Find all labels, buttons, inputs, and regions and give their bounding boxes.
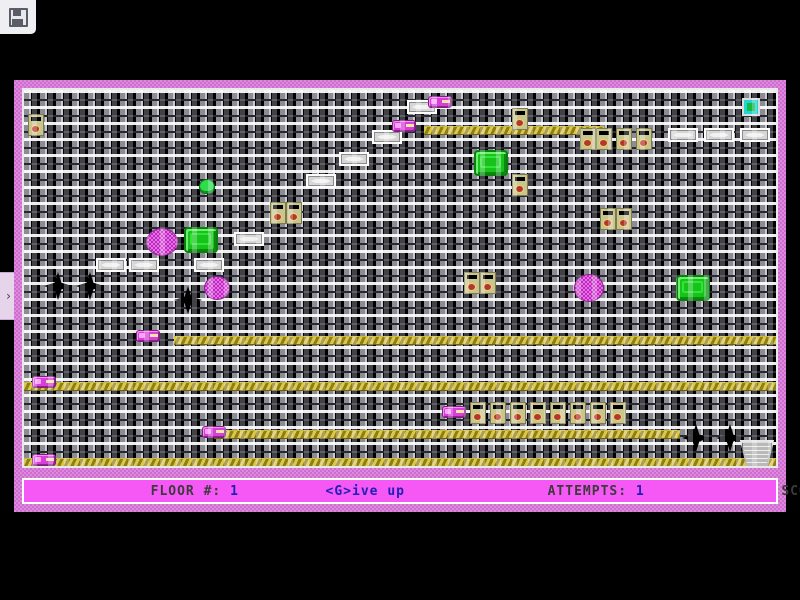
silver-bar[interactable] [129, 258, 159, 272]
save-button[interactable] [8, 7, 28, 27]
status-floor: FLOOR #: 1 [80, 472, 239, 511]
status-score: SCORE: 1091 [711, 472, 800, 511]
crate-item[interactable] [580, 128, 596, 150]
crate-item[interactable] [616, 208, 632, 230]
floor-label: FLOOR #: [150, 483, 222, 499]
game-frame: FLOOR #: 1 <G>ive up ATTEMPTS: 1 SCORE: … [14, 80, 800, 512]
spike-hazard[interactable] [682, 424, 710, 452]
crate-item[interactable] [590, 402, 606, 424]
give-up-action[interactable]: <G>ive up [255, 472, 405, 511]
green-gem[interactable] [474, 150, 508, 176]
playfield[interactable] [24, 90, 776, 466]
vehicle[interactable] [428, 96, 452, 108]
silver-bar[interactable] [740, 128, 770, 142]
crate-item[interactable] [470, 402, 486, 424]
floppy-label-icon [11, 18, 23, 26]
crate-item[interactable] [570, 402, 586, 424]
key-item[interactable] [742, 98, 760, 116]
floor-value: 1 [230, 483, 239, 499]
silver-bar[interactable] [194, 258, 224, 272]
crate-item[interactable] [512, 108, 528, 130]
vehicle[interactable] [32, 376, 56, 388]
toolbar [0, 0, 36, 34]
green-gem[interactable] [676, 275, 710, 301]
status-attempts: ATTEMPTS: 1 [477, 472, 645, 511]
silver-bar[interactable] [704, 128, 734, 142]
rope-rail[interactable] [174, 336, 776, 345]
attempts-value: 1 [635, 483, 645, 499]
player-sprite[interactable] [200, 180, 214, 193]
crate-item[interactable] [510, 402, 526, 424]
rope-rail[interactable] [214, 430, 680, 439]
rope-rail[interactable] [24, 382, 776, 391]
vehicle[interactable] [32, 454, 56, 466]
basket-slats [742, 442, 772, 466]
green-gem[interactable] [184, 227, 218, 253]
rope-rail[interactable] [24, 458, 776, 466]
crate-item[interactable] [512, 174, 528, 196]
crate-item[interactable] [616, 128, 632, 150]
status-bar: FLOOR #: 1 <G>ive up ATTEMPTS: 1 SCORE: … [22, 478, 800, 504]
spike-hazard[interactable] [716, 424, 744, 452]
game-viewport[interactable] [22, 88, 778, 468]
silver-bar[interactable] [668, 128, 698, 142]
magenta-ball[interactable] [204, 276, 230, 300]
give-up-key: <G> [325, 483, 353, 499]
crate-item[interactable] [480, 272, 496, 294]
crate-item[interactable] [596, 128, 612, 150]
spike-hazard[interactable] [44, 272, 72, 300]
crate-item[interactable] [636, 128, 652, 150]
vehicle[interactable] [136, 330, 160, 342]
crate-item[interactable] [600, 208, 616, 230]
silver-bar[interactable] [372, 130, 402, 144]
spike-hazard[interactable] [174, 286, 202, 314]
crate-item[interactable] [464, 272, 480, 294]
crate-item[interactable] [490, 402, 506, 424]
chevron-right-icon: › [6, 289, 11, 303]
crate-item[interactable] [270, 202, 286, 224]
floppy-shutter-icon [12, 8, 21, 16]
silver-bar[interactable] [339, 152, 369, 166]
crate-item[interactable] [550, 402, 566, 424]
crate-item[interactable] [286, 202, 302, 224]
vehicle[interactable] [202, 426, 226, 438]
silver-bar[interactable] [306, 174, 336, 188]
magenta-ball[interactable] [574, 274, 604, 302]
spike-hazard[interactable] [76, 272, 104, 300]
vehicle[interactable] [442, 406, 466, 418]
vehicle[interactable] [392, 120, 416, 132]
give-up-text: ive up [352, 483, 405, 499]
crate-item[interactable] [610, 402, 626, 424]
silver-bar[interactable] [96, 258, 126, 272]
attempts-label: ATTEMPTS: [547, 483, 628, 499]
magenta-ball[interactable] [146, 228, 178, 256]
crate-item[interactable] [28, 114, 44, 136]
score-label: SCORE: [781, 483, 800, 499]
silver-bar[interactable] [234, 232, 264, 246]
crate-item[interactable] [530, 402, 546, 424]
